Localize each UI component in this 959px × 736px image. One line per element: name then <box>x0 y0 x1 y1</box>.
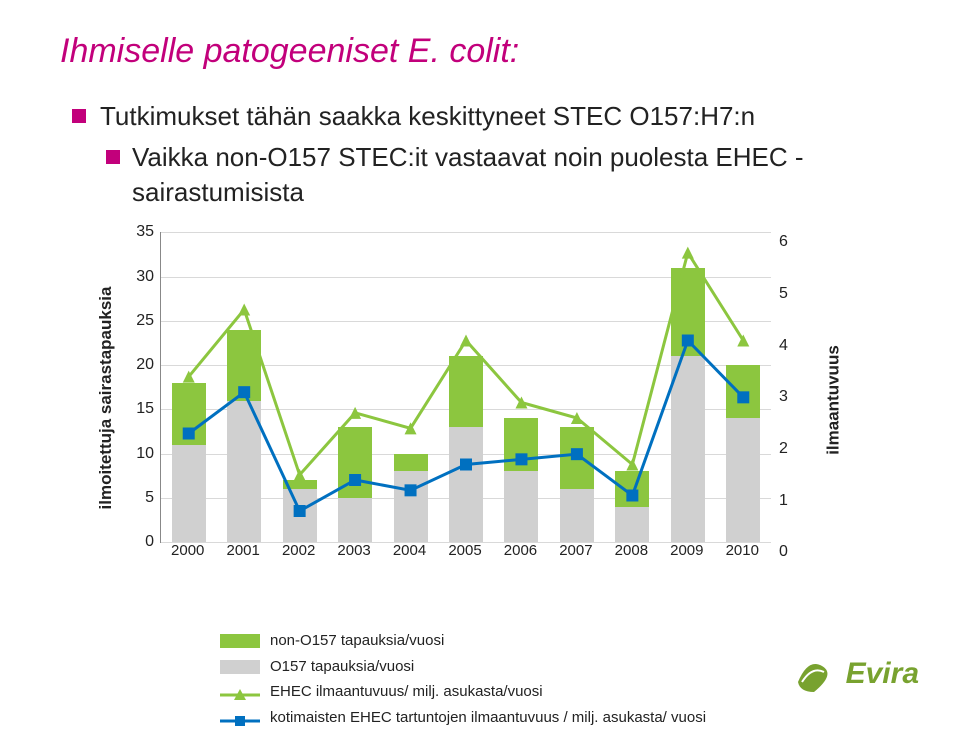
y-left-tick: 30 <box>100 268 154 286</box>
square-marker <box>515 454 527 466</box>
square-marker <box>460 459 472 471</box>
triangle-marker <box>238 304 250 316</box>
bullet-item: Tutkimukset tähän saakka keskittyneet ST… <box>68 99 899 134</box>
legend-label: EHEC ilmaantuvuus/ milj. asukasta/vuosi <box>270 679 543 705</box>
y-axis-right-title: ilmaantuvuus <box>824 345 844 455</box>
x-tick: 2001 <box>226 542 259 559</box>
legend-marker <box>220 634 260 648</box>
x-tick: 2006 <box>504 542 537 559</box>
legend-label: O157 tapauksia/vuosi <box>270 654 414 680</box>
square-marker <box>626 490 638 502</box>
square-marker <box>183 428 195 440</box>
square-marker <box>238 386 250 398</box>
y-right-tick: 3 <box>779 388 819 406</box>
slide: Ihmiselle patogeeniset E. colit: Tutkimu… <box>0 0 959 718</box>
y-right-tick: 6 <box>779 233 819 251</box>
square-marker <box>682 335 694 347</box>
chart: ilmoitettuja sairastapauksia 0123456 ilm… <box>100 222 820 592</box>
y-right-tick: 2 <box>779 440 819 458</box>
x-tick: 2007 <box>559 542 592 559</box>
y-left-tick: 20 <box>100 356 154 374</box>
legend-marker <box>220 685 260 699</box>
y-right-tick: 5 <box>779 285 819 303</box>
y-right-tick: 1 <box>779 492 819 510</box>
x-tick: 2009 <box>670 542 703 559</box>
y-left-tick: 0 <box>100 533 154 551</box>
y-left-tick: 35 <box>100 223 154 241</box>
logo-text: Evira <box>846 657 919 691</box>
slide-title: Ihmiselle patogeeniset E. colit: <box>60 32 899 71</box>
legend-label: non-O157 tapauksia/vuosi <box>270 628 444 654</box>
y-left-tick: 15 <box>100 400 154 418</box>
square-marker <box>737 392 749 404</box>
x-tick: 2008 <box>615 542 648 559</box>
triangle-marker <box>460 335 472 347</box>
x-tick: 2003 <box>337 542 370 559</box>
logo-icon <box>792 652 836 696</box>
line-series <box>189 341 744 512</box>
line-overlay <box>161 232 771 542</box>
x-tick: 2000 <box>171 542 204 559</box>
x-tick: 2005 <box>448 542 481 559</box>
y-left-tick: 5 <box>100 489 154 507</box>
legend-marker <box>220 660 260 674</box>
x-tick: 2010 <box>726 542 759 559</box>
x-tick: 2004 <box>393 542 426 559</box>
plot-area: 0123456 <box>160 232 771 543</box>
legend-row: non-O157 tapauksia/vuosi <box>220 628 899 654</box>
line-series <box>189 253 744 475</box>
bullet-list: Tutkimukset tähän saakka keskittyneet ST… <box>68 99 899 210</box>
square-marker <box>349 474 361 486</box>
y-left-tick: 10 <box>100 445 154 463</box>
square-marker <box>571 448 583 460</box>
y-right-tick: 0 <box>779 543 819 561</box>
triangle-marker <box>682 247 694 259</box>
bullet-item: Vaikka non-O157 STEC:it vastaavat noin p… <box>68 140 899 210</box>
square-marker <box>294 505 306 517</box>
square-marker <box>405 485 417 497</box>
y-left-tick: 25 <box>100 312 154 330</box>
x-tick: 2002 <box>282 542 315 559</box>
logo: Evira <box>792 652 919 696</box>
y-right-tick: 4 <box>779 337 819 355</box>
